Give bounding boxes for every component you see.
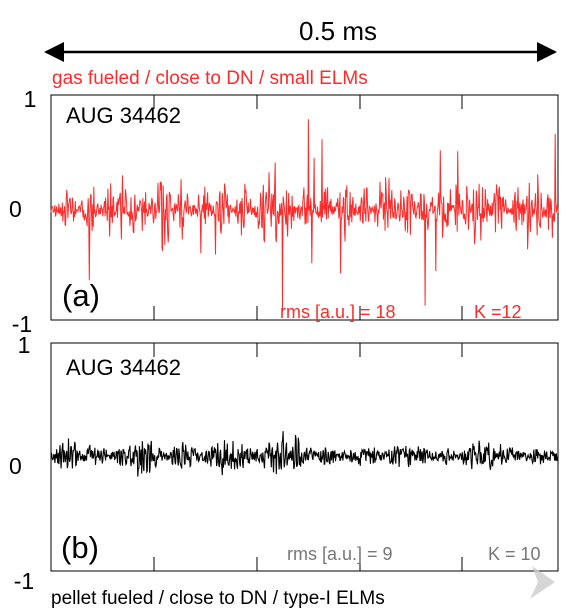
panel-b: 1 0 -1 AUG 34462 (b) rms [a.u.] = 9 K = … [9, 332, 559, 594]
panel-a-series-trace [50, 119, 559, 311]
panel-a-caption: gas fueled / close to DN / small ELMs [52, 68, 368, 89]
panel-a-ytick-zero: 0 [9, 196, 22, 222]
panel-b-kurtosis: K = 10 [488, 544, 541, 564]
timescale-label: 0.5 ms [299, 16, 377, 46]
panel-a-rms: rms [a.u.] = 18 [280, 302, 396, 322]
panel-a: 1 0 -1 AUG 34462 (a) rms [a.u.] = 18 K =… [9, 86, 559, 337]
panel-b-ytick-top: 1 [18, 332, 31, 358]
panel-a-label: (a) [62, 278, 100, 313]
panel-b-series-trace [50, 431, 559, 477]
panel-b-ticks [153, 343, 463, 571]
panel-a-ticks [153, 95, 463, 320]
panel-b-ytick-zero: 0 [9, 453, 22, 479]
watermark-arrow-icon [530, 566, 555, 599]
panel-a-ytick-top: 1 [24, 86, 37, 112]
panel-b-ytick-bottom: -1 [14, 568, 34, 594]
panel-b-caption: pellet fueled / close to DN / type-I ELM… [51, 588, 385, 609]
panel-b-rms: rms [a.u.] = 9 [287, 544, 393, 564]
panel-a-kurtosis: K =12 [474, 302, 522, 322]
panel-b-label: (b) [61, 530, 99, 565]
panel-a-shot: AUG 34462 [66, 103, 181, 128]
panel-b-shot: AUG 34462 [66, 355, 181, 380]
panel-a-ytick-bottom: -1 [12, 311, 32, 337]
